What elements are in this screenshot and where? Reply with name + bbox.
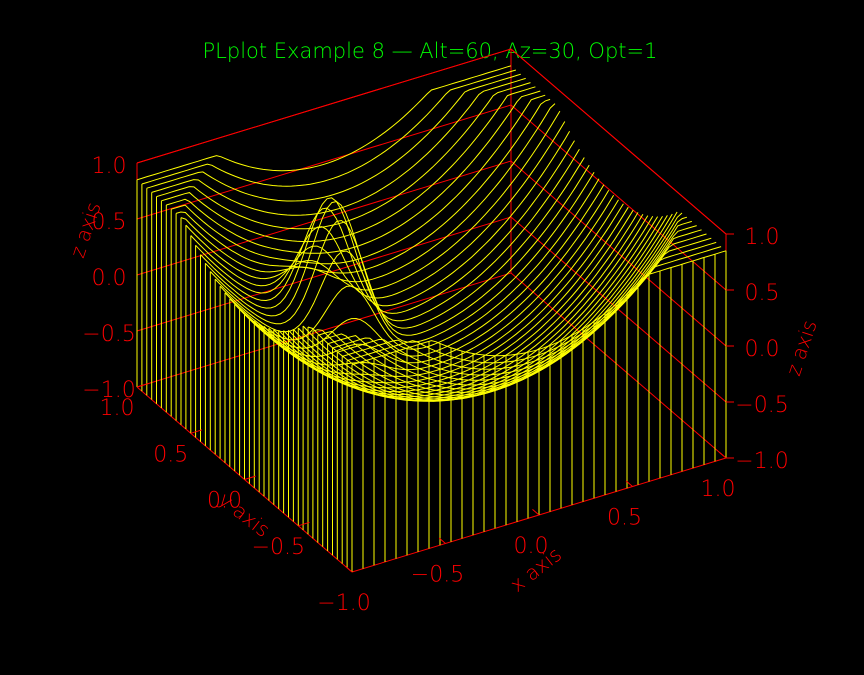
y-tick-3 xyxy=(136,383,149,388)
z-left-tick-label-0: 1.0 xyxy=(92,154,127,179)
surface-line-10 xyxy=(185,110,561,291)
back-wall-grid-y-0 xyxy=(510,48,727,235)
surface-line-15 xyxy=(209,157,585,329)
z-right-tick-label-1: 0.5 xyxy=(745,281,780,306)
back-wall-grid-y-1 xyxy=(510,104,727,291)
x-tick-2 xyxy=(532,509,540,516)
surface-line-1 xyxy=(141,69,517,187)
surface-line-11 xyxy=(190,121,566,299)
y-tick-label-2: 0.5 xyxy=(153,442,188,467)
x-tick-label-1: −0.5 xyxy=(411,563,464,588)
surface-line-43 xyxy=(346,246,722,364)
z-left-tick-label-2: 0.0 xyxy=(92,266,127,291)
y-tick-label-0: −0.5 xyxy=(252,535,305,560)
back-wall-grid-x-0 xyxy=(136,48,512,164)
surface-line-7 xyxy=(171,94,546,265)
x-tick-label-2: 0.0 xyxy=(514,534,549,559)
surface-line-6 xyxy=(166,90,541,254)
surface-line-17 xyxy=(219,171,595,343)
x-tick-0 xyxy=(345,566,353,573)
z-axis-left-labels: 1.0 0.5 0.0 −0.5 −1.0 xyxy=(82,154,135,403)
surface-line-30 xyxy=(283,216,659,402)
x-tick-label-4: 1.0 xyxy=(701,477,736,502)
x-tick-1 xyxy=(438,537,446,544)
back-wall-grid-y-2 xyxy=(510,160,727,347)
surface-line-14 xyxy=(205,149,580,322)
back-wall-grid-y-3 xyxy=(510,216,727,403)
y-axis-labels: −0.5 0.0 0.5 1.0 xyxy=(100,396,306,560)
back-wall-grid-y-4 xyxy=(510,272,727,459)
surface-skirt xyxy=(136,179,727,572)
back-wall-grid-x-1 xyxy=(136,104,512,220)
back-wall-grid-x-2 xyxy=(136,160,512,276)
x-tick-3 xyxy=(625,480,633,487)
surface-line-37 xyxy=(317,220,692,393)
z-right-tick-label-3: −0.5 xyxy=(735,393,788,418)
x-tick-label-0: −1.0 xyxy=(317,591,370,616)
surface-line-5 xyxy=(161,86,536,243)
surface-line-40 xyxy=(332,233,707,381)
surface-line-32 xyxy=(293,215,668,402)
y-tick-0 xyxy=(298,521,310,527)
y-tick-label-1: 0.0 xyxy=(207,489,242,514)
z-right-tick-label-2: 0.0 xyxy=(745,337,780,362)
surface-line-28 xyxy=(273,215,649,400)
surface-line-12 xyxy=(195,131,571,307)
z-left-tick-label-3: −0.5 xyxy=(82,322,135,347)
y-tick-label-3: 1.0 xyxy=(100,396,135,421)
z-axis-right-labels: 1.0 0.5 0.0 −0.5 −1.0 xyxy=(735,225,788,474)
surface-line-9 xyxy=(180,103,556,283)
surface-line-16 xyxy=(214,164,590,336)
surface-line-44 xyxy=(351,250,727,366)
x-axis-labels: −1.0 −0.5 0.0 0.5 1.0 xyxy=(317,477,735,616)
z-axis-label-right: z axis xyxy=(781,317,821,379)
x-tick-4 xyxy=(719,452,727,459)
back-wall-grid-x-4 xyxy=(136,272,512,388)
chart-title: PLplot Example 8 — Alt=60, Az=30, Opt=1 xyxy=(203,39,658,63)
y-tick-1 xyxy=(244,475,256,480)
x-tick-label-3: 0.5 xyxy=(607,506,642,531)
y-axis-label: y axis xyxy=(214,487,275,542)
surface-line-2 xyxy=(146,73,521,202)
surface-line-21 xyxy=(239,195,615,371)
y-tick-2 xyxy=(190,429,203,434)
surface-line-0 xyxy=(136,65,512,181)
z-left-tick-label-1: 0.5 xyxy=(92,210,127,235)
surface-mesh xyxy=(136,65,727,402)
surface-line-19 xyxy=(229,184,605,357)
surface-line-13 xyxy=(200,140,575,314)
axis-ticks xyxy=(136,233,734,573)
z-left-tick-label-4: −1.0 xyxy=(82,378,135,403)
z-right-tick-label-0: 1.0 xyxy=(745,225,780,250)
back-wall-grid-x-3 xyxy=(136,216,512,332)
surface-line-8 xyxy=(175,98,551,274)
axes-box xyxy=(136,48,727,573)
z-right-tick-label-4: −1.0 xyxy=(735,449,788,474)
surface-line-3 xyxy=(151,77,526,216)
